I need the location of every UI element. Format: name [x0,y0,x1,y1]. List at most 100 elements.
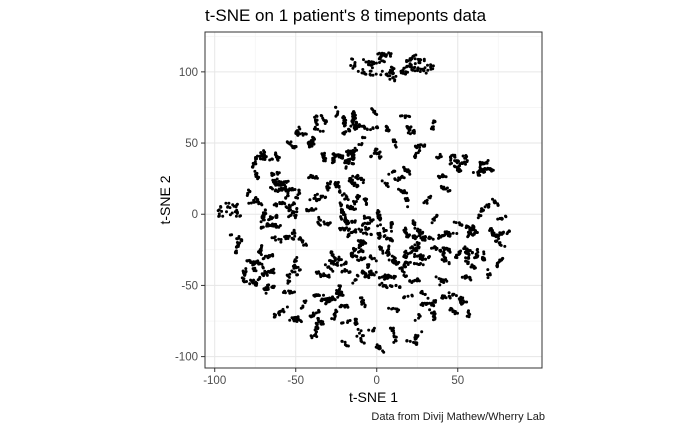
data-point [254,157,257,161]
data-point [441,174,445,178]
data-point [328,182,332,186]
data-point [431,64,435,68]
data-point [406,70,409,74]
data-point [388,68,392,72]
data-point [433,216,437,220]
data-point [322,158,326,162]
data-point [387,274,391,278]
data-point [403,197,407,201]
data-point [326,186,330,189]
data-point [351,116,355,120]
data-point [444,175,448,179]
data-point [407,169,411,173]
data-point [249,278,253,282]
data-point [390,221,394,224]
data-point [342,118,346,122]
data-point [400,114,404,118]
data-point [482,257,486,260]
data-point [392,331,396,335]
data-point [246,192,250,196]
data-point [448,308,452,312]
data-point [364,216,368,220]
data-point [357,227,361,231]
data-point [429,64,433,68]
data-point [418,263,421,266]
data-point [306,141,310,145]
data-point [374,270,378,274]
data-point [290,232,294,236]
data-point [324,195,328,199]
data-point [461,299,465,303]
data-point [360,228,364,232]
data-point [369,256,373,260]
data-point [479,209,483,213]
data-point [384,284,388,288]
data-point [379,73,383,77]
data-point [453,155,457,159]
data-point [404,251,408,255]
data-point [261,155,265,158]
data-point [293,188,297,191]
data-point [369,128,372,132]
data-point [252,198,256,202]
data-point [447,291,451,295]
data-point [317,310,321,314]
data-point [328,297,332,301]
data-point [315,123,319,126]
data-point [359,249,363,253]
data-point [323,263,327,267]
data-point [234,214,238,218]
data-point [464,162,467,166]
data-point [431,125,435,129]
data-point [296,315,300,319]
data-point [292,317,296,321]
data-point [287,215,291,219]
data-point [380,179,384,183]
data-point [404,114,408,118]
data-point [459,249,463,253]
data-point [411,219,415,223]
data-point [350,219,354,223]
data-point [397,260,401,264]
data-point [404,274,408,278]
data-point [471,264,475,268]
data-point [316,220,320,224]
data-point [418,146,422,149]
data-point [472,266,476,270]
data-point [482,252,486,256]
data-point [284,185,288,189]
data-point [273,189,277,193]
data-point [307,176,311,180]
data-point [364,231,368,235]
data-point [288,318,292,322]
data-point [494,200,497,204]
data-point [332,158,336,162]
data-point [478,169,482,173]
data-point [235,237,239,241]
data-point [262,287,266,291]
data-point [435,214,439,217]
data-point [486,273,489,276]
data-point [403,265,407,269]
data-point [408,57,412,61]
data-point [365,227,369,231]
data-point [496,264,499,268]
data-point [351,178,354,182]
data-point [330,161,334,165]
data-point [491,197,494,201]
data-point [342,228,346,232]
data-point [314,119,317,123]
data-point [406,198,410,202]
data-point [417,316,421,320]
data-point [295,256,299,259]
data-point [338,305,342,309]
data-point [297,125,301,129]
data-point [263,254,267,258]
data-point [264,155,268,159]
data-point [426,296,430,300]
data-point [228,206,232,210]
data-point [285,234,289,238]
data-point [272,271,276,275]
data-point [340,203,344,207]
data-point [340,321,344,325]
